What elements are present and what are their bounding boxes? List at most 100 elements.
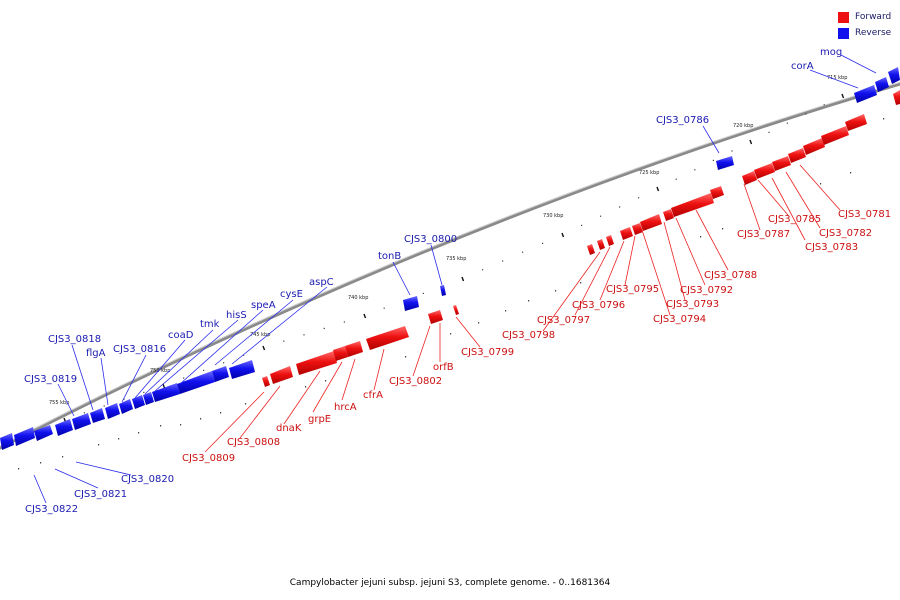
gene-label-CJS3_0795[interactable]: CJS3_0795	[606, 284, 659, 295]
gene-label-CJS3_0800[interactable]: CJS3_0800	[404, 234, 457, 245]
gene-forward[interactable]	[663, 209, 674, 221]
gene-forward[interactable]	[333, 346, 348, 361]
gene-label-CJS3_0822[interactable]: CJS3_0822	[25, 504, 78, 515]
gene-forward[interactable]	[845, 114, 867, 131]
gene-label-CJS3_0816[interactable]: CJS3_0816	[113, 344, 166, 355]
scale-minor-tick	[383, 307, 385, 309]
scale-minor-tick	[505, 310, 507, 312]
gene-forward[interactable]	[788, 148, 806, 163]
gene-reverse[interactable]	[716, 156, 734, 170]
gene-reverse[interactable]	[212, 366, 229, 382]
gene-reverse[interactable]	[177, 371, 215, 394]
scale-major-tick	[841, 93, 845, 99]
gene-label-CJS3_0785[interactable]: CJS3_0785	[768, 214, 821, 225]
gene-label-hrcA[interactable]: hrcA	[334, 402, 357, 413]
gene-label-CJS3_0793[interactable]: CJS3_0793	[666, 299, 719, 310]
scale-tick-label: 730 kbp	[543, 213, 563, 219]
gene-label-CJS3_0798[interactable]: CJS3_0798	[502, 330, 555, 341]
gene-reverse[interactable]	[105, 403, 120, 419]
gene-label-CJS3_0782[interactable]: CJS3_0782	[819, 228, 872, 239]
gene-forward[interactable]	[296, 351, 337, 375]
gene-forward[interactable]	[803, 138, 825, 155]
gene-label-dnaK[interactable]: dnaK	[276, 423, 302, 434]
gene-forward[interactable]	[428, 310, 443, 324]
gene-reverse[interactable]	[72, 413, 91, 430]
gene-forward[interactable]	[821, 126, 849, 145]
gene-label-CJS3_0809[interactable]: CJS3_0809	[182, 453, 235, 464]
gene-forward[interactable]	[345, 341, 363, 357]
scale-tick-label: 715 kbp	[827, 75, 847, 81]
gene-label-CJS3_0787[interactable]: CJS3_0787	[737, 229, 790, 240]
gene-forward[interactable]	[262, 376, 270, 387]
gene-label-CJS3_0821[interactable]: CJS3_0821	[74, 489, 127, 500]
gene-label-CJS3_0792[interactable]: CJS3_0792	[680, 285, 733, 296]
gene-label-speA[interactable]: speA	[251, 300, 276, 311]
gene-label-cfrA[interactable]: cfrA	[363, 390, 383, 401]
gene-forward[interactable]	[640, 214, 662, 231]
gene-label-CJS3_0802[interactable]: CJS3_0802	[389, 376, 442, 387]
gene-forward[interactable]	[754, 163, 775, 179]
gene-label-CJS3_0783[interactable]: CJS3_0783	[805, 242, 858, 253]
gene-label-grpE[interactable]: grpE	[308, 414, 331, 425]
gene-forward[interactable]	[671, 193, 714, 217]
gene-forward[interactable]	[606, 235, 614, 246]
gene-reverse[interactable]	[55, 419, 73, 436]
scale-minor-tick	[323, 327, 325, 329]
gene-reverse[interactable]	[888, 67, 900, 84]
gene-forward[interactable]	[366, 326, 409, 350]
gene-reverse[interactable]	[152, 383, 180, 402]
gene-reverse[interactable]	[440, 285, 446, 296]
gene-label-orfB[interactable]: orfB	[433, 362, 454, 373]
gene-label-CJS3_0808[interactable]: CJS3_0808	[227, 437, 280, 448]
legend-forward: Forward	[838, 9, 898, 25]
scale-minor-tick	[123, 398, 125, 400]
gene-reverse[interactable]	[132, 395, 145, 409]
gene-reverse[interactable]	[14, 427, 35, 446]
gene-label-CJS3_0799[interactable]: CJS3_0799	[461, 347, 514, 358]
scale-minor-tick	[40, 462, 42, 464]
gene-forward[interactable]	[710, 186, 724, 199]
gene-label-aspC[interactable]: aspC	[309, 277, 334, 288]
gene-label-CJS3_0797[interactable]: CJS3_0797	[537, 315, 590, 326]
gene-reverse[interactable]	[90, 408, 105, 423]
gene-forward[interactable]	[597, 239, 605, 250]
gene-label-flgA[interactable]: flgA	[86, 348, 106, 359]
gene-forward[interactable]	[742, 171, 757, 185]
gene-forward[interactable]	[772, 156, 791, 171]
gene-label-CJS3_0796[interactable]: CJS3_0796	[572, 300, 625, 311]
gene-label-CJS3_0818[interactable]: CJS3_0818	[48, 334, 101, 345]
gene-forward[interactable]	[620, 227, 633, 240]
gene-reverse[interactable]	[0, 433, 14, 450]
gene-label-tmk[interactable]: tmk	[200, 319, 220, 330]
gene-forward[interactable]	[453, 305, 459, 315]
gene-label-CJS3_0788[interactable]: CJS3_0788	[704, 270, 757, 281]
gene-label-CJS3_0781[interactable]: CJS3_0781	[838, 209, 891, 220]
scale-minor-tick	[786, 122, 788, 124]
gene-forward[interactable]	[893, 90, 900, 105]
gene-reverse[interactable]	[854, 85, 877, 103]
gene-reverse[interactable]	[34, 425, 53, 441]
scale-minor-tick	[18, 468, 20, 470]
gene-reverse[interactable]	[875, 77, 889, 92]
gene-forward[interactable]	[270, 366, 293, 384]
gene-forward[interactable]	[632, 223, 643, 235]
gene-label-CJS3_0819[interactable]: CJS3_0819	[24, 374, 77, 385]
gene-label-corA[interactable]: corA	[791, 61, 814, 72]
gene-label-mog[interactable]: mog	[820, 47, 842, 58]
gene-label-CJS3_0820[interactable]: CJS3_0820	[121, 474, 174, 485]
gene-label-tonB[interactable]: tonB	[378, 251, 401, 262]
gene-label-coaD[interactable]: coaD	[168, 330, 194, 341]
gene-reverse[interactable]	[403, 296, 419, 311]
gene-label-cysE[interactable]: cysE	[280, 289, 303, 300]
gene-reverse[interactable]	[119, 399, 133, 414]
gene-reverse[interactable]	[143, 392, 154, 405]
scale-major-tick	[262, 345, 266, 351]
gene-forward[interactable]	[587, 244, 595, 255]
scale-tick-label: 735 kbp	[446, 256, 466, 262]
gene-label-hisS[interactable]: hisS	[226, 310, 247, 321]
gene-reverse[interactable]	[229, 360, 255, 379]
gene-label-CJS3_0786[interactable]: CJS3_0786	[656, 115, 709, 126]
scale-minor-tick	[243, 354, 245, 356]
scale-major-tick	[749, 139, 753, 145]
gene-label-CJS3_0794[interactable]: CJS3_0794	[653, 314, 706, 325]
